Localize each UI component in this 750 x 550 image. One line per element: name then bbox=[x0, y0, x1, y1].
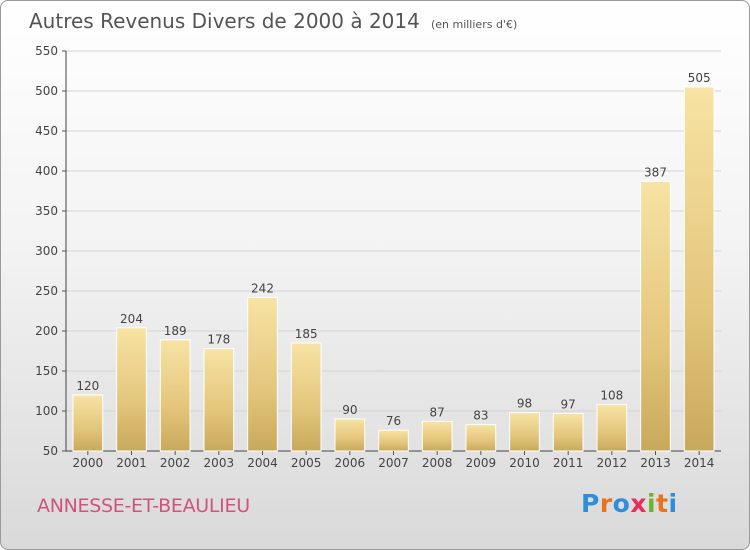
y-tick-label: 400 bbox=[35, 164, 58, 178]
x-tick-label-2003: 2003 bbox=[204, 456, 235, 470]
bar-2008 bbox=[421, 420, 453, 452]
logo-letter: P bbox=[581, 489, 600, 518]
title-row: Autres Revenus Divers de 2000 à 2014 (en… bbox=[29, 9, 517, 33]
data-label-2003: 178 bbox=[207, 333, 230, 347]
logo-letter: i bbox=[668, 489, 678, 518]
x-tick-label-2000: 2000 bbox=[73, 456, 104, 470]
x-tick-label-2008: 2008 bbox=[422, 456, 453, 470]
y-tick-label: 250 bbox=[35, 284, 58, 298]
proxiti-logo: Proxiti bbox=[581, 489, 678, 518]
x-tick-label-2009: 2009 bbox=[466, 456, 497, 470]
data-label-2002: 189 bbox=[164, 324, 187, 338]
data-label-2009: 83 bbox=[473, 409, 488, 423]
data-label-2010: 98 bbox=[517, 397, 532, 411]
logo-letter: t bbox=[656, 489, 669, 518]
bar-2009 bbox=[465, 424, 497, 452]
y-tick-label: 450 bbox=[35, 124, 58, 138]
y-tick-label: 200 bbox=[35, 324, 58, 338]
data-label-2011: 97 bbox=[561, 397, 576, 411]
data-label-2005: 185 bbox=[295, 327, 318, 341]
y-tick-label: 150 bbox=[35, 364, 58, 378]
data-label-2012: 108 bbox=[600, 389, 623, 403]
chart-subtitle: (en milliers d'€) bbox=[430, 18, 518, 31]
bar-2003 bbox=[203, 348, 235, 452]
x-tick-label-2007: 2007 bbox=[378, 456, 409, 470]
x-tick-label-2001: 2001 bbox=[116, 456, 147, 470]
x-tick-label-2006: 2006 bbox=[335, 456, 366, 470]
x-tick-label-2004: 2004 bbox=[247, 456, 278, 470]
y-tick-label: 100 bbox=[35, 404, 58, 418]
x-tick-label-2002: 2002 bbox=[160, 456, 191, 470]
bar-2002 bbox=[159, 339, 191, 452]
logo-letter: i bbox=[647, 489, 657, 518]
bar-2001 bbox=[116, 327, 147, 452]
chart-title: Autres Revenus Divers de 2000 à 2014 bbox=[29, 9, 420, 33]
data-label-2000: 120 bbox=[76, 379, 99, 393]
bar-2000 bbox=[72, 394, 104, 452]
bar-2004 bbox=[247, 296, 278, 452]
bar-2012 bbox=[596, 404, 628, 452]
bar-2006 bbox=[334, 418, 366, 452]
x-tick-label-2012: 2012 bbox=[597, 456, 628, 470]
data-label-2008: 87 bbox=[430, 405, 445, 419]
data-label-2004: 242 bbox=[251, 281, 274, 295]
bar-2005 bbox=[290, 342, 322, 452]
x-tick-label-2011: 2011 bbox=[553, 456, 584, 470]
logo-letter: o bbox=[612, 489, 631, 518]
bar-2014 bbox=[683, 86, 715, 452]
bar-2013 bbox=[640, 180, 671, 452]
bar-2010 bbox=[509, 412, 540, 452]
y-tick-label: 500 bbox=[35, 84, 58, 98]
data-label-2007: 76 bbox=[386, 414, 401, 428]
y-tick-label: 550 bbox=[35, 44, 58, 58]
x-tick-label-2014: 2014 bbox=[684, 456, 715, 470]
data-label-2013: 387 bbox=[644, 165, 667, 179]
place-name: ANNESSE-ET-BEAULIEU bbox=[37, 495, 250, 517]
data-label-2014: 505 bbox=[688, 71, 711, 85]
x-tick-label-2005: 2005 bbox=[291, 456, 322, 470]
logo-letter: r bbox=[599, 489, 613, 518]
logo-letter: x bbox=[630, 489, 647, 518]
data-label-2001: 204 bbox=[120, 312, 143, 326]
x-tick-label-2013: 2013 bbox=[640, 456, 671, 470]
y-tick-label: 50 bbox=[43, 444, 58, 458]
y-tick-label: 350 bbox=[35, 204, 58, 218]
x-tick-label-2010: 2010 bbox=[509, 456, 540, 470]
y-tick-label: 300 bbox=[35, 244, 58, 258]
bar-2007 bbox=[378, 429, 409, 452]
bar-2011 bbox=[552, 412, 584, 452]
data-label-2006: 90 bbox=[342, 403, 357, 417]
